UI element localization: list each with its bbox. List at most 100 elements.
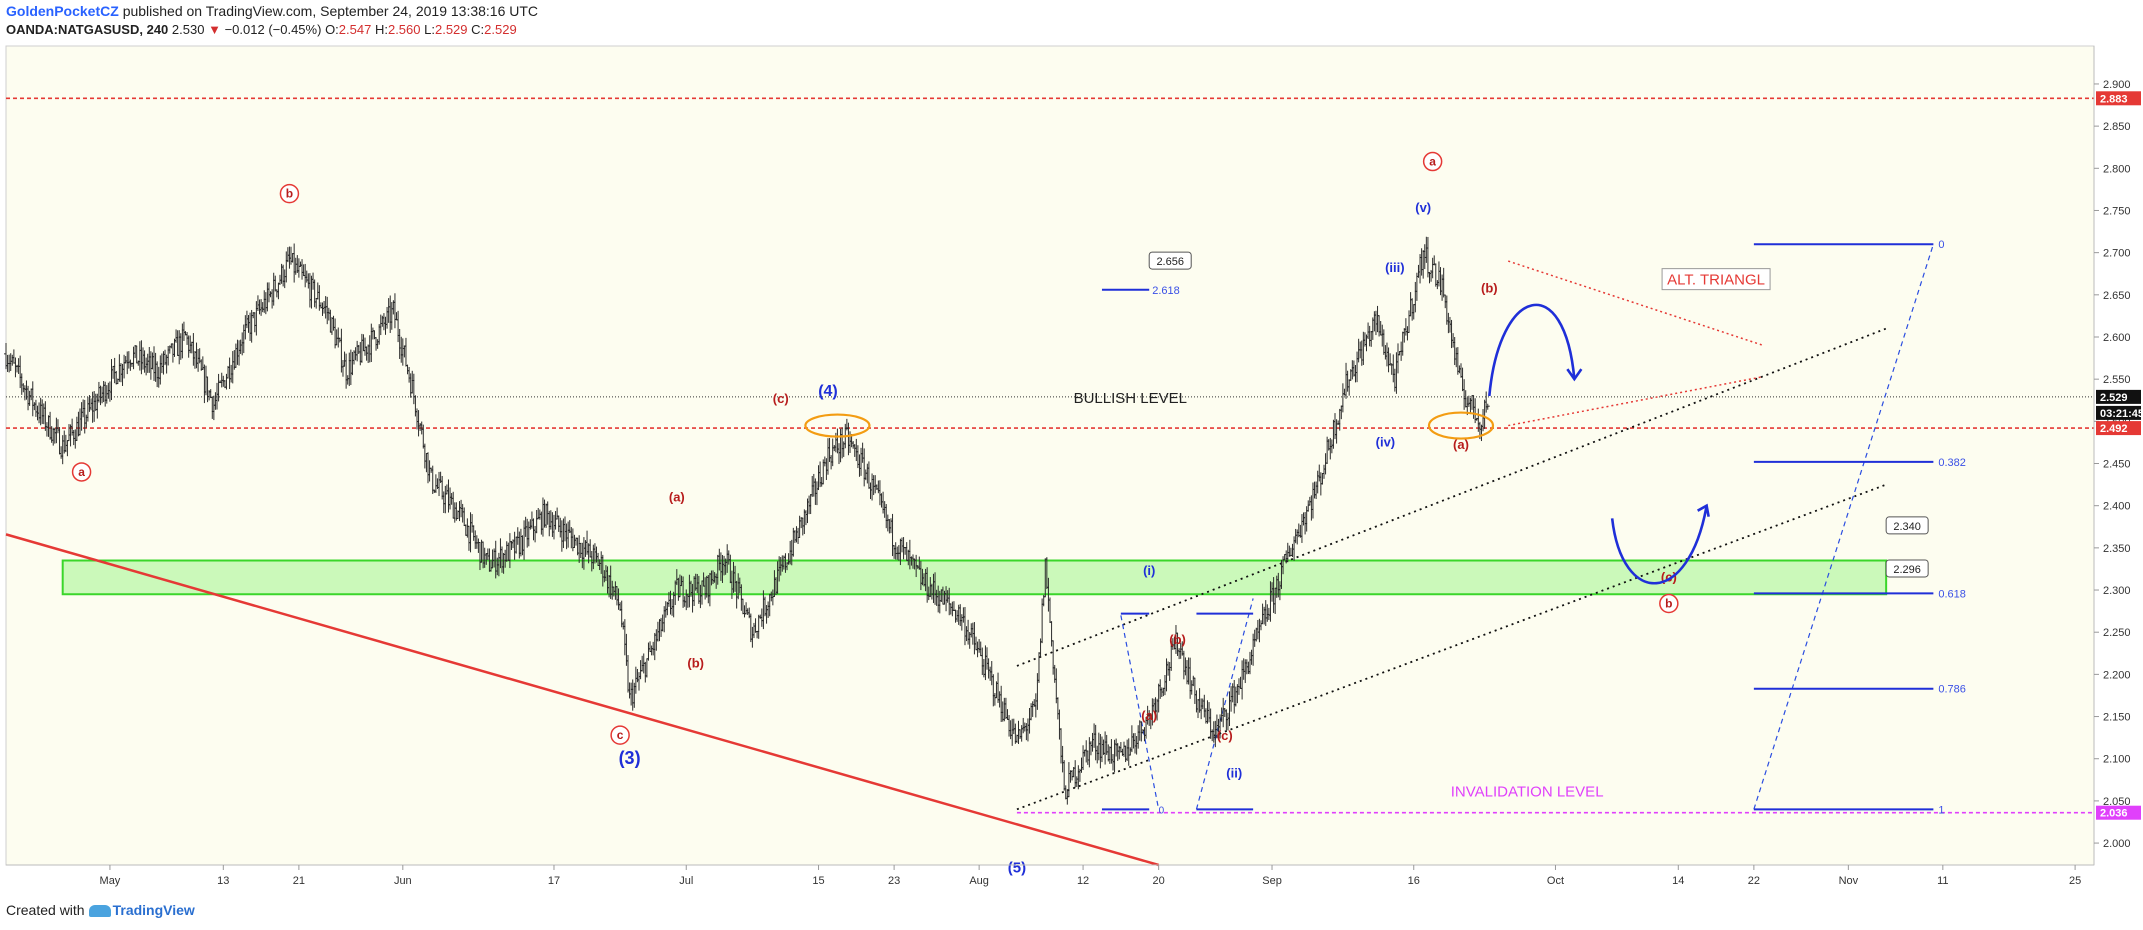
price-tick-label: 2.550 [2103,374,2131,386]
time-tick-label: Oct [1547,875,1564,887]
tradingview-logo-icon [88,905,111,918]
svg-text:c: c [617,728,624,742]
price-label-text: 2.529 [2100,392,2128,404]
svg-text:a: a [78,465,85,479]
time-tick-label: 16 [1408,875,1420,887]
price-change: −0.012 (−0.45%) [224,22,322,37]
svg-text:a: a [1429,155,1436,169]
fib-level-label: 0.382 [1938,457,1966,469]
wave-annotations: abcab(a)(b)(c)(a)(b)(c)(b)(a)(c)(3)(4)(5… [71,151,1771,877]
wave-label-blue: (4) [818,383,838,400]
channel-lower-line [1016,483,1887,811]
wave-label-red: (b) [687,656,704,671]
ohlc-high: H:2.560 [374,22,421,37]
time-tick-label: Aug [969,875,989,887]
wave-label-blue: (5) [1008,860,1026,877]
small-zero-label: 0 [1159,805,1165,816]
wave-label-red: (c) [1217,728,1233,743]
publish-info: published on TradingView.com, September … [122,3,539,19]
wave-label-red: (a) [669,489,685,504]
wave-label-circled: b [279,183,300,204]
wave-label-red: (a) [1453,437,1469,452]
footer-credit: Created with TradingView [6,902,195,918]
price-tick-label: 2.450 [2103,459,2131,471]
price-tick-label: 2.050 [2103,796,2131,808]
svg-text:ALT. TRIANGL: ALT. TRIANGL [1667,272,1765,289]
fib-level-label: 0.786 [1938,684,1966,696]
wave-label-blue: (iii) [1385,260,1405,275]
fib-levels: 0 0.382 0.618 0.786 1 2.618 0 2.656 2.340 2.296 [1101,239,1966,816]
price-callout[interactable]: 2.656 [1148,251,1192,270]
price-tick-label: 2.650 [2103,290,2131,302]
publish-line: GoldenPocketCZ published on TradingView.… [6,3,538,19]
triangle-lower-line [1508,375,1764,427]
price-label-text: 2.883 [2100,93,2128,105]
wave-label-circled: c [610,725,630,745]
time-tick-label: Jun [394,875,412,887]
created-with-label: Created with [6,902,85,918]
fib-level-label: 0.618 [1938,588,1966,600]
wave-label-blue: (iv) [1376,435,1396,450]
trendlines [5,244,1934,867]
orange-highlight-ellipse [804,413,871,438]
time-tick-label: 23 [888,875,900,887]
down-arrow-icon: ▼ [208,22,221,37]
time-tick-label: 11 [1937,875,1948,887]
price-tick-label: 2.900 [2103,79,2131,91]
author-link[interactable]: GoldenPocketCZ [6,3,119,19]
symbol-name[interactable]: OANDA:NATGASUSD, 240 [6,22,169,37]
price-label-box [2096,405,2141,420]
time-tick-label: Nov [1839,875,1859,887]
ohlc-low: L:2.529 [424,22,468,37]
price-callout[interactable]: 2.296 [1885,559,1929,578]
price-tick-label: 2.150 [2103,712,2131,724]
wave-label-red: (a) [1141,708,1157,723]
wave-label-red: (b) [1481,280,1498,295]
price-tick-label: 2.700 [2103,248,2131,260]
price-tick-label: 2.800 [2103,163,2131,175]
time-tick-label: Jul [679,875,693,887]
price-tick-label: 2.750 [2103,205,2131,217]
price-tick-label: 2.250 [2103,627,2131,639]
ohlc-close: C:2.529 [471,22,517,37]
time-tick-label: 17 [548,875,560,887]
time-tick-label: 21 [293,875,305,887]
time-tick-label: 13 [217,875,229,887]
small-fib-label: 2.618 [1152,285,1180,297]
time-tick-label: 12 [1077,875,1089,887]
price-axis[interactable]: 2.900 2.850 2.800 2.750 2.700 2.650 2.600 2.550… [2093,46,2143,865]
ohlc-open: O:2.547 [325,22,372,37]
price-label-box [2096,421,2141,436]
wave-label-blue: (v) [1415,200,1431,215]
time-tick-label: 14 [1672,875,1684,887]
price-label-text: 03:21:45 [2100,408,2143,420]
wave-label-blue: (3) [619,748,641,768]
time-axis[interactable]: May 13 21 Jun 17 Jul 15 23 Aug 12 20 Sep 16 Oct 14 22 No… [6,864,2094,887]
level-label: BULLISH LEVEL [1074,390,1187,407]
price-tick-label: 2.300 [2103,585,2131,597]
callout-text: 2.340 [1893,521,1921,533]
ohlc-bars [4,236,1490,805]
fib-level-label: 0 [1938,239,1944,251]
projection-line [1120,615,1160,810]
plot-area[interactable] [5,45,2095,866]
price-tick-label: 2.400 [2103,501,2131,513]
ohlc-bar [1485,403,1490,410]
curved-arrow-icon [1610,505,1708,585]
fib-level-label: 1 [1938,804,1944,816]
wave-label-blue: (ii) [1226,765,1242,780]
svg-text:b: b [286,187,293,201]
price-label-text: 2.036 [2100,808,2128,820]
price-callout[interactable]: 2.340 [1885,516,1929,535]
price-tick-label: 2.600 [2103,332,2131,344]
arrow-head-icon [1696,503,1710,517]
red-trendline [5,533,1159,867]
projection-line [1195,598,1254,810]
wave-label-circled: b [1659,593,1679,614]
tradingview-link[interactable]: TradingView [112,902,195,918]
time-tick-label: Sep [1262,875,1282,887]
price-tick-label: 2.100 [2103,754,2131,766]
price-tick-label: 2.000 [2103,838,2131,850]
time-tick-label: 20 [1153,875,1165,887]
